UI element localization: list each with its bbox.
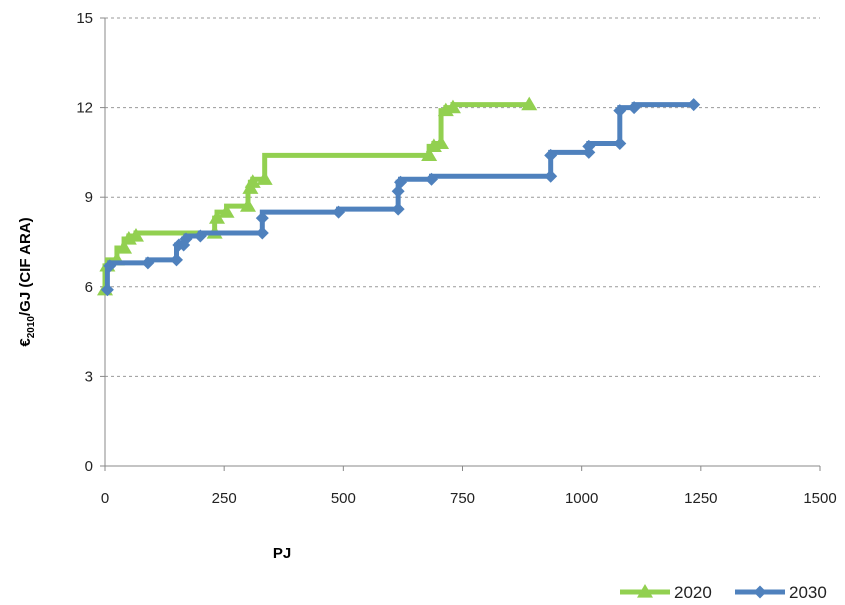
data-point-2020 bbox=[521, 96, 538, 111]
y-axis-title-sub: 2010 bbox=[26, 316, 37, 339]
legend-label: 2020 bbox=[674, 583, 712, 602]
data-point-2030 bbox=[425, 172, 439, 186]
x-tick-label: 0 bbox=[101, 490, 109, 507]
data-point-2030 bbox=[613, 136, 627, 150]
data-point-2030 bbox=[582, 139, 596, 153]
data-point-2030 bbox=[687, 98, 701, 112]
data-point-2030 bbox=[179, 232, 193, 246]
x-tick-labels: 0 250 500 750 1000 1250 1500 bbox=[101, 466, 837, 507]
data-point-2030 bbox=[255, 226, 269, 240]
legend-marker-2030 bbox=[753, 585, 767, 599]
legend-item-2020: 2020 bbox=[620, 583, 712, 602]
y-tick-label: 0 bbox=[85, 458, 93, 475]
legend: 2020 2030 bbox=[620, 583, 827, 602]
legend-item-2030: 2030 bbox=[735, 583, 827, 602]
gridlines bbox=[105, 17, 820, 377]
data-point-2020 bbox=[127, 228, 144, 242]
data-point-2020 bbox=[444, 99, 461, 114]
data-point-2030 bbox=[394, 175, 408, 189]
data-point-2030 bbox=[613, 104, 627, 118]
legend-marker-2020 bbox=[637, 584, 653, 598]
data-point-2030 bbox=[391, 202, 405, 216]
data-point-2030 bbox=[332, 205, 346, 219]
data-point-2020 bbox=[433, 135, 450, 150]
data-point-2030 bbox=[544, 169, 558, 183]
x-tick-label: 1500 bbox=[803, 490, 836, 507]
data-point-2030 bbox=[100, 283, 114, 297]
series-layer bbox=[97, 96, 701, 297]
y-tick-labels: 0 3 6 9 12 15 bbox=[76, 10, 105, 475]
x-tick-label: 1000 bbox=[565, 490, 598, 507]
data-point-2030 bbox=[193, 229, 207, 243]
data-point-2030 bbox=[391, 184, 405, 198]
series-2020 bbox=[97, 96, 538, 296]
y-axis-title-main: € bbox=[17, 338, 34, 347]
y-tick-label: 15 bbox=[76, 10, 93, 27]
data-point-2030 bbox=[103, 259, 117, 273]
data-point-2030 bbox=[141, 256, 155, 270]
x-tick-label: 1250 bbox=[684, 490, 717, 507]
x-tick-label: 500 bbox=[331, 490, 356, 507]
y-tick-label: 9 bbox=[85, 189, 93, 206]
data-point-2030 bbox=[627, 101, 641, 115]
y-tick-label: 6 bbox=[85, 279, 93, 296]
y-axis-title: €2010/GJ (CIF ARA) bbox=[17, 217, 37, 346]
data-point-2020 bbox=[240, 198, 256, 212]
data-point-2020 bbox=[116, 239, 133, 254]
data-point-2020 bbox=[209, 210, 226, 224]
x-tick-label: 250 bbox=[212, 490, 237, 507]
data-point-2030 bbox=[544, 148, 558, 162]
legend-label: 2030 bbox=[789, 583, 827, 602]
data-point-2020 bbox=[256, 171, 273, 185]
x-axis-title: PJ bbox=[273, 545, 291, 562]
y-tick-label: 3 bbox=[85, 368, 93, 385]
svg-text:€2010/GJ (CIF ARA): €2010/GJ (CIF ARA) bbox=[17, 217, 37, 346]
y-tick-label: 12 bbox=[76, 100, 93, 117]
x-tick-label: 750 bbox=[450, 490, 475, 507]
data-point-2030 bbox=[170, 253, 183, 267]
series-2030 bbox=[100, 98, 701, 297]
data-point-2020 bbox=[218, 204, 235, 218]
data-point-2030 bbox=[255, 211, 269, 225]
y-axis-title-rest: /GJ (CIF ARA) bbox=[17, 217, 34, 316]
axes bbox=[104, 18, 820, 467]
data-point-2020 bbox=[244, 174, 261, 188]
data-point-2020 bbox=[421, 147, 438, 161]
